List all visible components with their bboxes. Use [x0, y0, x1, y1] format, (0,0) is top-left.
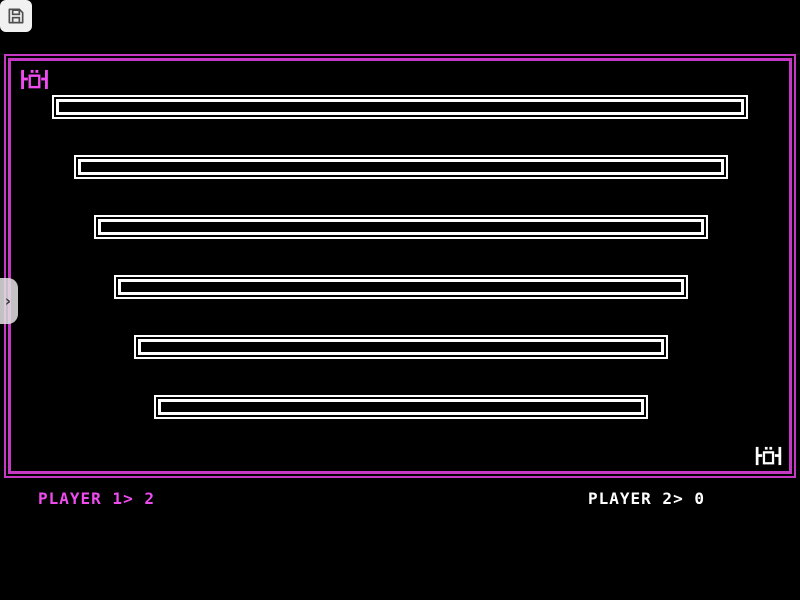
save-button[interactable]	[0, 0, 32, 32]
wall-bar	[154, 395, 648, 419]
wall-bar	[52, 95, 748, 119]
player1-paddle-icon	[21, 69, 48, 90]
wall-bar	[74, 155, 728, 179]
chevron-right-icon: ›	[4, 292, 12, 310]
sidebar-toggle-tab[interactable]: ›	[0, 278, 18, 324]
floppy-disk-icon	[6, 6, 26, 26]
playfield-inner-border	[8, 58, 792, 474]
wall-bar	[134, 335, 668, 359]
playfield-border	[4, 54, 796, 478]
player1-score: PLAYER 1> 2	[38, 489, 155, 508]
player2-score: PLAYER 2> 0	[588, 489, 705, 508]
player2-paddle-icon	[755, 446, 782, 466]
wall-bar	[94, 215, 708, 239]
wall-bar	[114, 275, 688, 299]
